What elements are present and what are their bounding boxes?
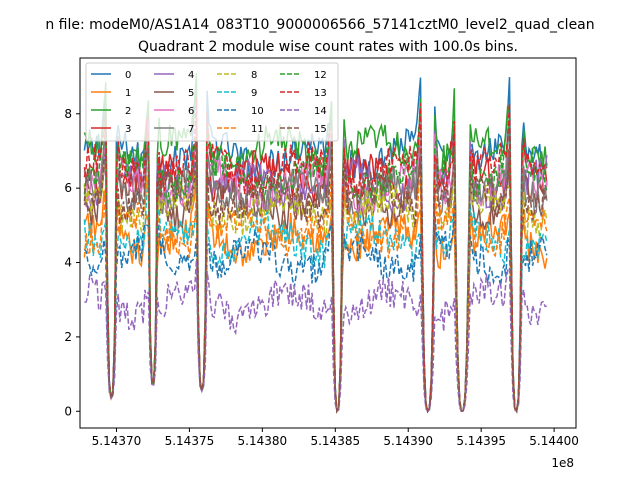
chart-title: Quadrant 2 module wise count rates with …	[138, 39, 518, 55]
legend-label: 10	[251, 106, 264, 117]
legend-label: 8	[251, 70, 257, 81]
x-tick-label: 5.14370	[92, 434, 142, 448]
legend-label: 15	[314, 124, 327, 135]
series-line-12	[83, 100, 548, 414]
y-tick-label: 6	[64, 181, 72, 195]
x-tick-label: 5.14400	[529, 434, 579, 448]
series-line-14	[84, 260, 547, 413]
legend-label: 12	[314, 70, 327, 81]
legend-label: 2	[125, 106, 131, 117]
legend-box	[85, 62, 339, 142]
y-axis: 0 2 4 6 8	[64, 107, 80, 418]
x-tick-label: 5.14380	[238, 434, 288, 448]
y-tick-label: 4	[64, 256, 72, 270]
x-tick-label: 5.14390	[383, 434, 433, 448]
legend-label: 0	[125, 70, 131, 81]
y-tick-label: 2	[64, 330, 72, 344]
legend-label: 4	[188, 70, 194, 81]
series-line-15	[83, 141, 548, 414]
axes-frame	[79, 57, 577, 429]
legend-label: 7	[188, 124, 194, 135]
legend-label: 6	[188, 106, 194, 117]
x-axis: 5.14370 5.14375 5.14380 5.14385 5.14390 5.143…	[92, 428, 579, 448]
legend-label: 1	[125, 88, 131, 99]
x-tick-label: 5.14385	[310, 434, 360, 448]
legend-label: 14	[314, 106, 327, 117]
y-tick-label: 8	[64, 107, 72, 121]
legend-label: 11	[251, 124, 264, 135]
series-line-7	[83, 125, 548, 414]
legend-label: 3	[125, 124, 131, 135]
figure-suptitle: n file: modeM0/AS1A14_083T10_9000006566_…	[45, 17, 594, 33]
legend-label: 9	[251, 88, 257, 99]
x-tick-label: 5.14395	[456, 434, 506, 448]
series-layer	[83, 73, 548, 414]
x-axis-offset-label: 1e8	[551, 456, 574, 470]
y-tick-label: 0	[64, 404, 72, 418]
x-tick-label: 5.14375	[165, 434, 215, 448]
legend-label: 5	[188, 88, 194, 99]
series-line-11	[83, 171, 548, 414]
legend-label: 13	[314, 88, 327, 99]
